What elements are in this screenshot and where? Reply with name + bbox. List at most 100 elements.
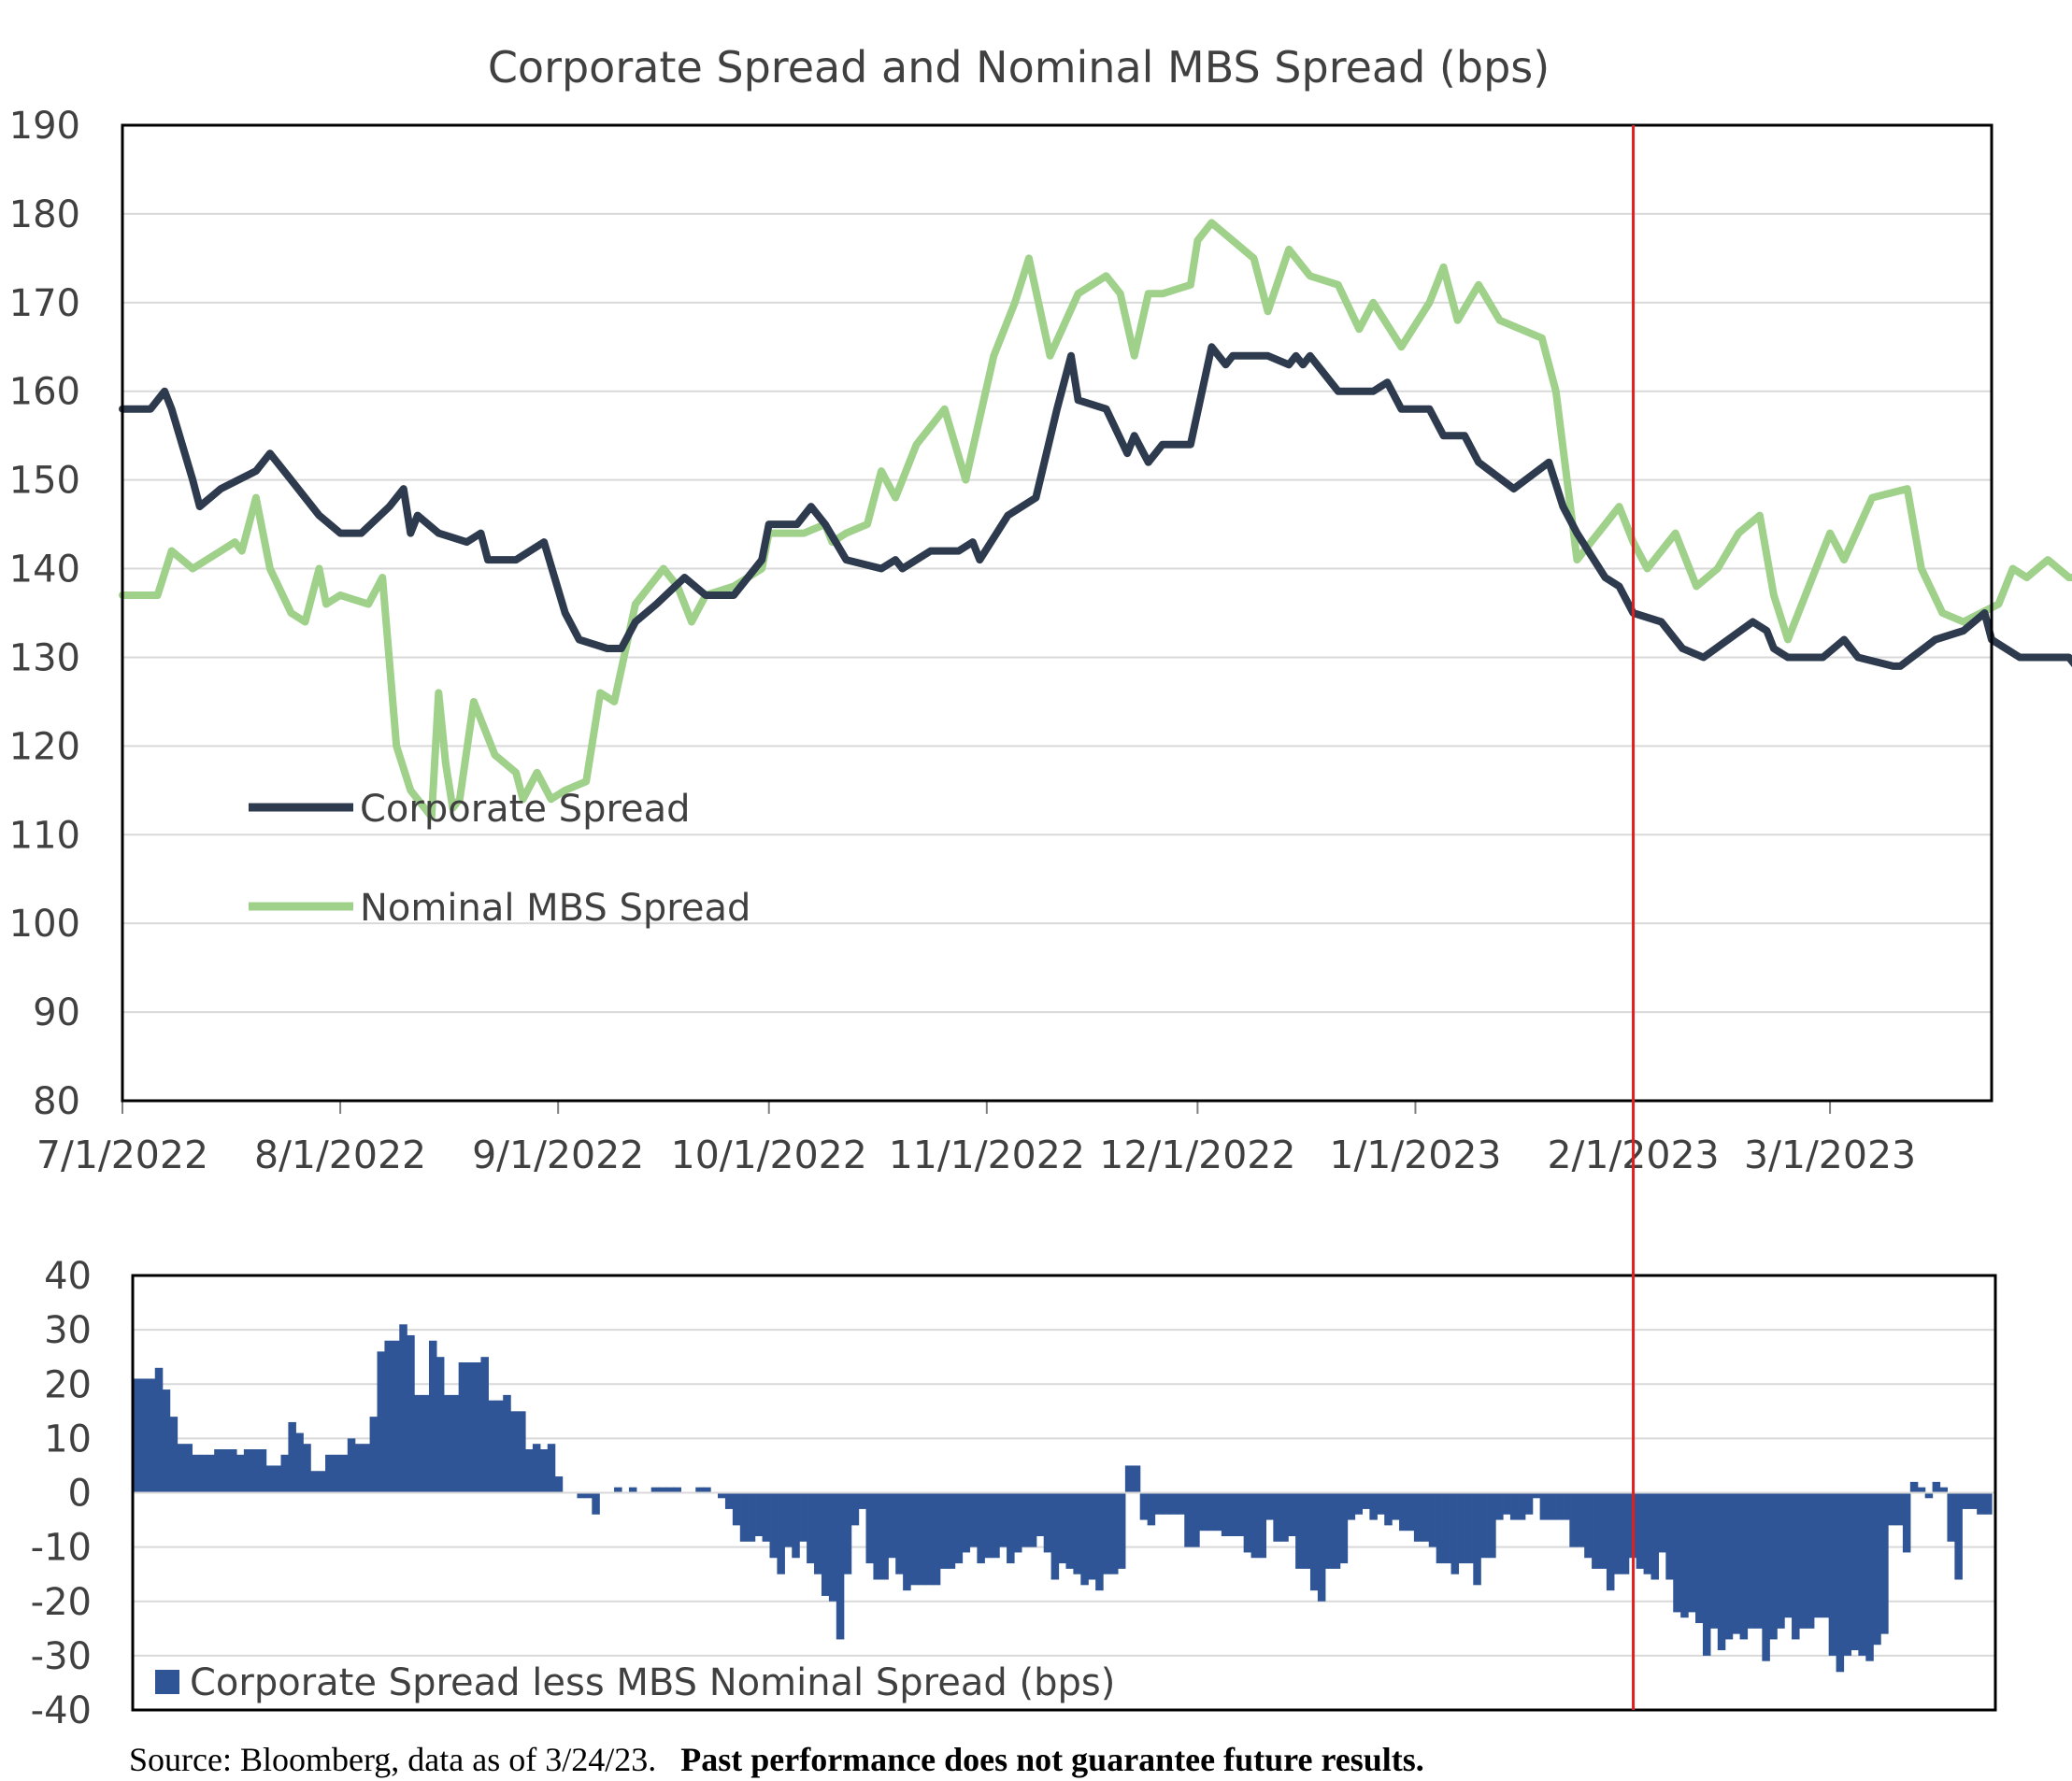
bar	[1007, 1492, 1015, 1564]
bar	[139, 1378, 149, 1493]
bar	[1577, 1492, 1585, 1547]
bar	[147, 1378, 156, 1493]
series-line-nominal-mbs-spread	[119, 219, 2072, 821]
bar	[1480, 1492, 1489, 1559]
bar	[703, 1487, 711, 1493]
bar	[473, 1362, 482, 1493]
y-tick-label: 190	[9, 105, 80, 148]
bar	[1192, 1492, 1200, 1547]
bar	[1539, 1492, 1549, 1520]
bar	[828, 1492, 837, 1602]
bar	[524, 1449, 534, 1493]
bar	[273, 1465, 282, 1493]
bar	[880, 1492, 889, 1580]
bar	[1288, 1492, 1296, 1536]
bar	[784, 1492, 793, 1547]
bottom-chart-bars	[133, 1324, 1995, 1673]
bar	[547, 1444, 556, 1493]
y-tick-label: 30	[44, 1309, 92, 1352]
bar	[339, 1454, 349, 1493]
bar	[1177, 1492, 1185, 1515]
bar	[747, 1492, 756, 1542]
bar	[1599, 1492, 1608, 1569]
bar	[192, 1454, 200, 1493]
bar	[1592, 1492, 1600, 1569]
bar	[229, 1449, 237, 1493]
bar	[1147, 1492, 1156, 1526]
bar	[295, 1432, 304, 1493]
y-tick-label: 20	[44, 1363, 92, 1406]
bar	[584, 1492, 593, 1499]
bar	[939, 1492, 949, 1569]
bar	[1488, 1492, 1496, 1559]
bar	[1243, 1492, 1252, 1553]
bar	[1273, 1492, 1281, 1542]
bar	[724, 1492, 734, 1509]
bar	[1028, 1492, 1037, 1547]
bar	[1524, 1492, 1534, 1515]
bar	[1399, 1492, 1408, 1532]
bar	[1347, 1492, 1356, 1520]
bar	[673, 1487, 681, 1493]
bar	[695, 1487, 704, 1493]
bar	[1339, 1492, 1349, 1564]
bar	[318, 1471, 326, 1493]
bar	[1265, 1492, 1274, 1520]
bar	[1013, 1492, 1022, 1553]
bar	[1584, 1492, 1593, 1559]
bar	[1465, 1492, 1474, 1564]
bar	[303, 1444, 311, 1493]
y-tick-label: -40	[31, 1689, 92, 1732]
bar	[443, 1394, 452, 1493]
chart-figure: Corporate Spread and Nominal MBS Spread …	[9, 42, 2072, 1732]
y-tick-label: 150	[9, 460, 80, 503]
bar	[1806, 1492, 1815, 1629]
bar	[1747, 1492, 1756, 1629]
bar	[718, 1492, 726, 1499]
bar	[1673, 1492, 1681, 1613]
top-chart-y-axis: 80 90 100 110 120 130 140 150 160 170 180 190	[9, 105, 80, 1123]
bar	[1547, 1492, 1556, 1520]
bar	[1858, 1492, 1866, 1656]
y-tick-label: 140	[9, 549, 80, 591]
bar	[807, 1492, 815, 1564]
bar	[436, 1357, 445, 1493]
bar	[347, 1438, 356, 1493]
series-line-corporate-spread	[119, 343, 2072, 670]
bar	[332, 1454, 341, 1493]
bar	[1650, 1492, 1659, 1580]
bar	[1199, 1492, 1207, 1532]
bar	[1777, 1492, 1785, 1629]
bar	[1717, 1492, 1726, 1651]
x-tick-label: 1/1/2023	[1329, 1133, 1501, 1177]
bar	[1969, 1492, 1978, 1509]
bar	[1250, 1492, 1260, 1559]
bar	[1517, 1492, 1526, 1520]
bar	[1324, 1492, 1334, 1569]
bar	[207, 1454, 215, 1493]
bar	[762, 1492, 771, 1542]
bar	[1036, 1492, 1045, 1536]
performance-disclaimer: Past performance does not guarantee futu…	[680, 1741, 1424, 1778]
bar	[1562, 1492, 1570, 1520]
bar	[1050, 1492, 1060, 1580]
bar	[407, 1334, 415, 1493]
bar	[1902, 1492, 1911, 1553]
bar	[162, 1389, 171, 1493]
bottom-chart-y-axis: -40 -30 -20 -10 0 10 20 30 40	[31, 1255, 92, 1732]
bar	[1436, 1492, 1445, 1564]
bar	[1680, 1492, 1689, 1618]
bar	[1695, 1492, 1704, 1623]
bar	[1503, 1492, 1511, 1515]
bar	[250, 1449, 260, 1493]
bar	[1836, 1492, 1845, 1673]
bar	[1947, 1492, 1955, 1542]
bar	[1213, 1492, 1222, 1532]
bar	[1332, 1492, 1341, 1569]
legend-label-corporate-spread: Corporate Spread	[360, 788, 691, 831]
bar	[777, 1492, 785, 1574]
bar	[1221, 1492, 1230, 1536]
bar	[739, 1492, 749, 1542]
bar	[873, 1492, 881, 1580]
bar	[532, 1444, 541, 1493]
